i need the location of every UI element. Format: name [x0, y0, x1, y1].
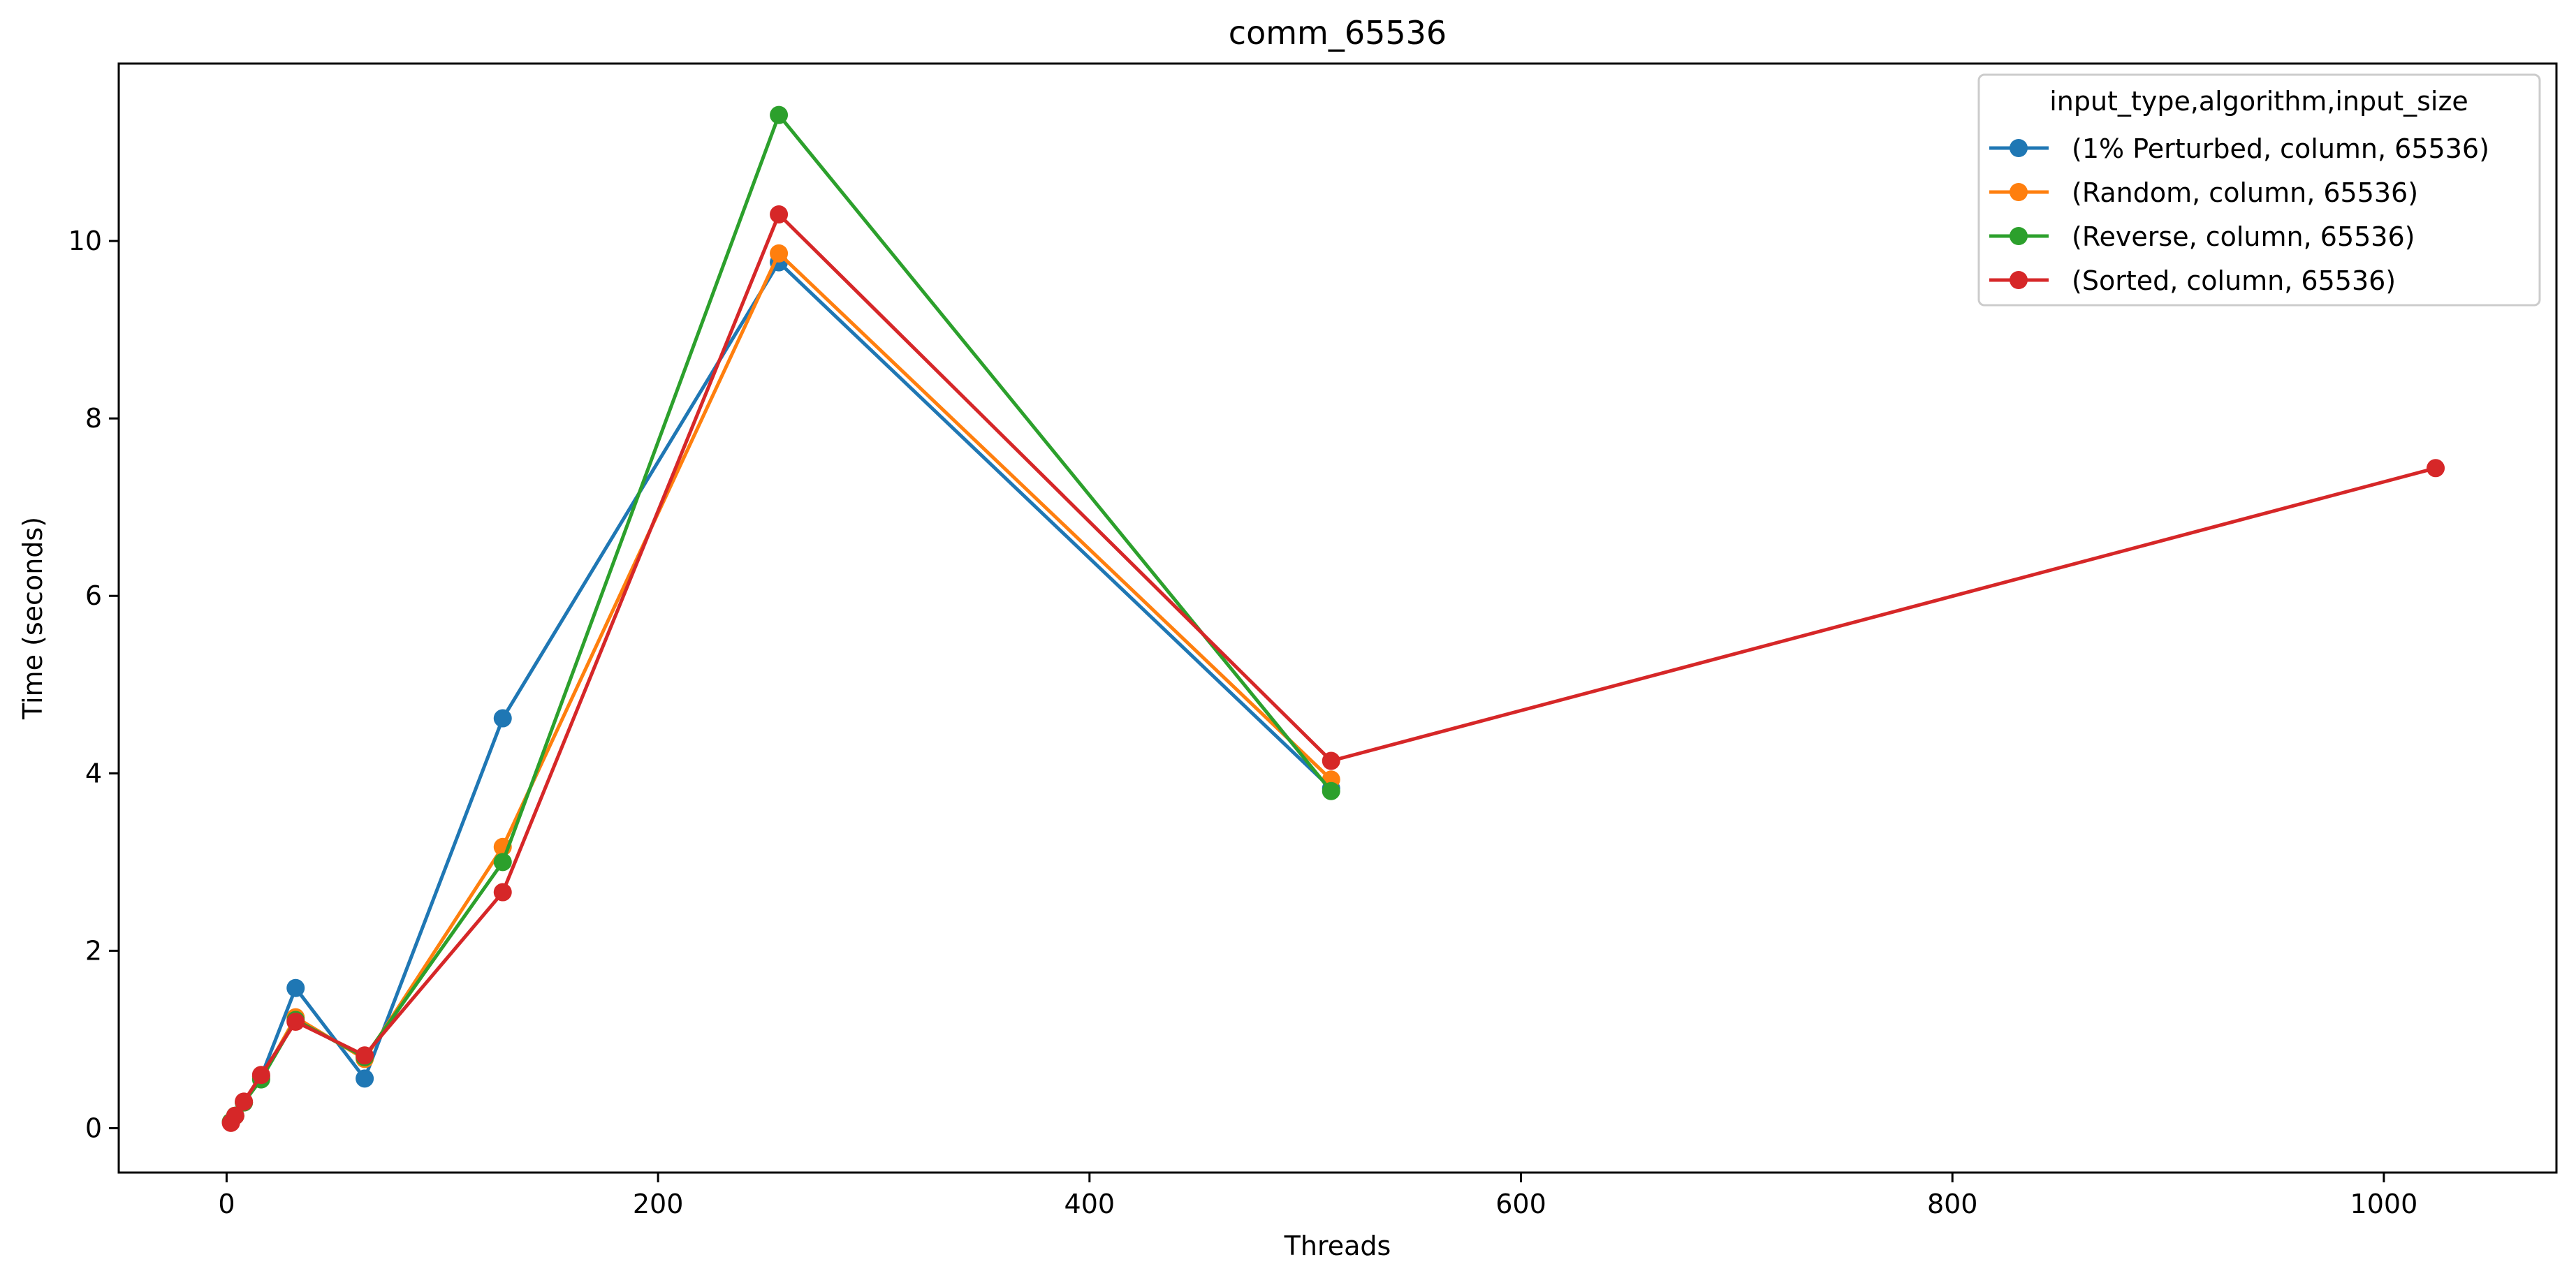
- legend-swatch-marker: [2010, 227, 2028, 245]
- data-point: [1322, 751, 1340, 770]
- data-point: [251, 1066, 270, 1085]
- data-point: [770, 244, 789, 263]
- data-point: [493, 709, 512, 728]
- x-tick-label: 1000: [2350, 1189, 2418, 1219]
- legend-item: (Sorted, column, 65536): [1989, 265, 2396, 296]
- legend-label: (1% Perturbed, column, 65536): [2072, 133, 2489, 164]
- legend-label: (Sorted, column, 65536): [2072, 265, 2396, 296]
- y-tick-label: 2: [85, 935, 102, 966]
- chart-title: comm_65536: [1229, 14, 1447, 52]
- y-tick-label: 4: [85, 758, 102, 788]
- legend-label: (Random, column, 65536): [2072, 177, 2418, 208]
- data-point: [286, 978, 305, 997]
- legend-swatch-marker: [2010, 183, 2028, 201]
- data-point: [770, 105, 789, 124]
- legend-item: (Reverse, column, 65536): [1989, 221, 2415, 252]
- series-3: [221, 205, 2445, 1132]
- legend: input_type,algorithm,input_size (1% Pert…: [1977, 73, 2541, 307]
- plot-frame: [117, 62, 2558, 1174]
- y-axis-label: Time (seconds): [17, 517, 48, 720]
- x-tick-label: 0: [218, 1189, 235, 1219]
- data-point: [493, 853, 512, 872]
- x-tick-label: 200: [633, 1189, 684, 1219]
- x-tick-label: 400: [1064, 1189, 1115, 1219]
- legend-swatch-marker: [2010, 139, 2028, 157]
- data-point: [356, 1046, 374, 1065]
- x-tick-label: 600: [1495, 1189, 1546, 1219]
- y-tick-label: 10: [68, 226, 102, 256]
- data-point: [1322, 781, 1340, 800]
- y-tick-label: 6: [85, 580, 102, 611]
- legend-box: [1977, 73, 2541, 307]
- legend-item: (1% Perturbed, column, 65536): [1989, 133, 2489, 164]
- data-point: [286, 1013, 305, 1031]
- data-point: [235, 1092, 254, 1111]
- data-point: [493, 883, 512, 902]
- x-tick-label: 800: [1927, 1189, 1978, 1219]
- x-axis: 0 200 400 600 800 1000: [218, 1173, 2417, 1219]
- data-point: [770, 205, 789, 223]
- legend-title: input_type,algorithm,input_size: [2049, 86, 2468, 117]
- legend-label: (Reverse, column, 65536): [2072, 221, 2415, 252]
- x-axis-label: Threads: [1284, 1231, 1391, 1261]
- series-layer: [221, 105, 2445, 1132]
- y-tick-label: 8: [85, 403, 102, 434]
- data-point: [226, 1106, 244, 1125]
- legend-swatch-marker: [2010, 271, 2028, 289]
- y-tick-label: 0: [85, 1113, 102, 1143]
- y-axis: 0 2 4 6 8 10: [68, 226, 119, 1143]
- data-point: [2427, 459, 2445, 478]
- legend-item: (Random, column, 65536): [1989, 177, 2418, 208]
- data-point: [356, 1069, 374, 1088]
